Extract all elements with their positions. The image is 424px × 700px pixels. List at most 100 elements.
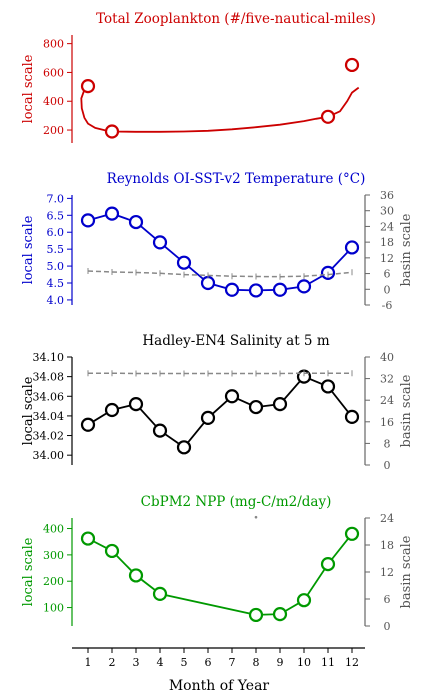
right-tick-label: 24	[380, 512, 394, 525]
right-tick-label: 12	[380, 566, 394, 579]
data-point	[176, 440, 192, 455]
right-tick-label: 32	[380, 373, 394, 386]
left-tick-label: 5.0	[47, 260, 65, 273]
left-tick-label: 5.5	[47, 243, 65, 256]
local-series-line	[87, 212, 353, 292]
fitted-curve	[80, 85, 360, 133]
data-point	[248, 399, 264, 415]
left-tick-label: 600	[43, 66, 64, 79]
data-point	[80, 79, 96, 94]
data-point	[320, 109, 336, 124]
data-point	[296, 279, 312, 294]
left-tick-label: 400	[43, 95, 64, 108]
data-point	[80, 417, 96, 432]
data-point	[320, 556, 336, 572]
basin-series-line	[87, 270, 353, 278]
right-tick-label: -6	[382, 299, 393, 312]
x-axis-label: Month of Year	[169, 678, 270, 694]
right-tick-label: 18	[380, 236, 394, 249]
data-point	[344, 57, 360, 73]
x-tick-label: 10	[297, 656, 311, 669]
right-axis-label: basin scale	[399, 535, 414, 608]
left-tick-label: 6.5	[47, 209, 65, 222]
local-series-line	[87, 533, 353, 616]
x-tick-label: 11	[321, 656, 335, 669]
right-tick-label: 8	[384, 437, 391, 450]
data-point	[128, 568, 144, 583]
x-tick-label: 9	[277, 656, 284, 669]
data-point	[344, 526, 360, 541]
panel-sst: Reynolds OI-SST-v2 Temperature (°C) 4.0 4.…	[21, 171, 414, 312]
right-tick-label: 30	[380, 205, 394, 218]
data-point	[248, 283, 264, 298]
left-tick-label: 300	[43, 549, 64, 562]
x-tick-label: 7	[229, 656, 236, 669]
right-tick-label: 40	[380, 351, 394, 364]
left-axis-label: local scale	[21, 215, 36, 284]
data-point	[272, 607, 288, 622]
x-tick-label: 1	[85, 656, 92, 669]
data-point	[176, 255, 192, 270]
data-point	[272, 282, 288, 297]
left-tick-label: 800	[43, 38, 64, 51]
panel-salinity: Hadley-EN4 Salinity at 5 m 34.00 34.02 34.0…	[21, 333, 414, 472]
data-point	[152, 235, 168, 250]
basin-point	[254, 515, 258, 519]
data-point	[320, 379, 336, 394]
left-axis-label: local scale	[21, 54, 36, 123]
data-point	[104, 543, 120, 559]
data-point	[248, 607, 264, 623]
right-tick-label: 24	[380, 394, 394, 407]
data-point	[104, 124, 120, 139]
data-point	[224, 389, 240, 404]
left-tick-label: 100	[43, 602, 64, 615]
right-tick-label: 36	[380, 189, 394, 202]
panel-title: CbPM2 NPP (mg-C/m2/day)	[141, 494, 332, 510]
right-axis-label: basin scale	[399, 213, 414, 286]
panel-title: Total Zooplankton (#/five-nautical-miles…	[96, 11, 376, 27]
right-tick-label: 6	[384, 593, 391, 606]
right-tick-label: 6	[384, 268, 391, 281]
right-tick-label: 24	[380, 220, 394, 233]
panel-npp: CbPM2 NPP (mg-C/m2/day) 100 200 300 400 local…	[21, 494, 414, 633]
left-tick-label: 34.08	[33, 371, 65, 384]
local-series-line	[87, 375, 353, 449]
x-tick-label: 3	[133, 656, 140, 669]
x-axis: 1 2 3 4 5 6 7 8 9 10 11 12	[72, 647, 365, 669]
panel-title: Hadley-EN4 Salinity at 5 m	[142, 333, 329, 349]
data-point	[104, 206, 120, 221]
data-point	[152, 586, 168, 601]
right-tick-label: 16	[380, 416, 394, 429]
data-point	[152, 423, 168, 438]
x-tick-label: 8	[253, 656, 260, 669]
panels: Total Zooplankton (#/five-nautical-miles…	[21, 11, 414, 633]
right-tick-label: 0	[384, 459, 391, 472]
right-tick-label: 18	[380, 539, 394, 552]
data-point	[80, 213, 96, 228]
data-point	[200, 275, 216, 291]
left-axis-label: local scale	[21, 376, 36, 445]
left-axis-label: local scale	[21, 537, 36, 606]
panel-zooplankton: Total Zooplankton (#/five-nautical-miles…	[21, 11, 376, 143]
data-point	[128, 397, 144, 412]
left-tick-label: 200	[43, 124, 64, 137]
x-tick-label: 2	[109, 656, 116, 669]
x-tick-label: 4	[157, 656, 164, 669]
left-tick-label: 34.10	[33, 351, 65, 364]
panel-title: Reynolds OI-SST-v2 Temperature (°C)	[107, 171, 366, 187]
right-axis-label: basin scale	[399, 374, 414, 447]
left-tick-label: 34.06	[33, 390, 65, 403]
data-point	[128, 214, 144, 230]
left-tick-label: 34.04	[33, 410, 65, 423]
x-tick-label: 5	[181, 656, 188, 669]
left-tick-label: 400	[43, 523, 64, 536]
right-tick-label: 0	[384, 283, 391, 296]
data-point	[104, 402, 120, 418]
left-tick-label: 4.5	[47, 277, 65, 290]
data-point	[224, 282, 240, 297]
data-point	[296, 593, 312, 608]
data-point	[80, 531, 96, 546]
data-point	[200, 410, 216, 425]
data-point	[344, 409, 360, 424]
data-point	[344, 240, 360, 255]
